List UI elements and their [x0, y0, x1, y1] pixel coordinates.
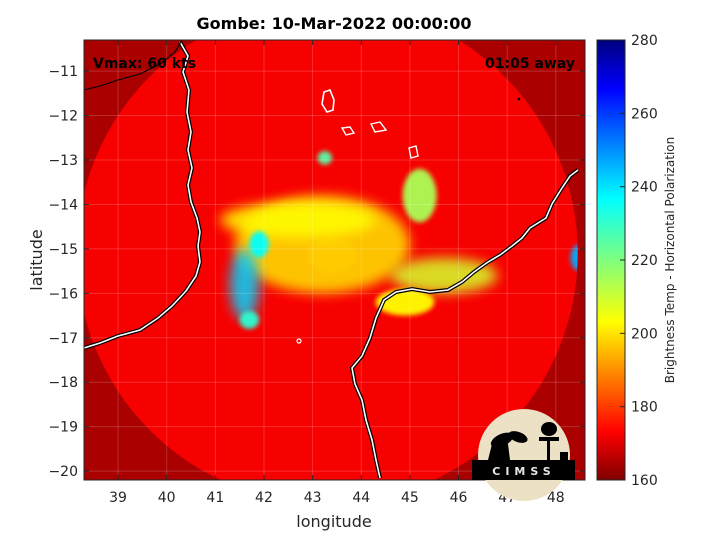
y-tick-label: −18	[48, 375, 78, 391]
coastlines	[84, 40, 580, 479]
cimss-logo: CIMSS	[472, 409, 575, 501]
y-tick-label: −13	[48, 153, 78, 169]
logo-dish-right	[508, 431, 528, 443]
y-axis-ticks: −11 −12 −13 −14 −15 −16 −17 −18 −19 −20	[48, 64, 585, 480]
x-tick-label: 44	[352, 490, 370, 506]
island-moheli	[340, 126, 356, 136]
tb-feature-10	[570, 244, 578, 272]
y-axis-label: latitude	[27, 229, 46, 290]
plot-area: 39 40 41 42 43 44 45 46 47 48 −11−12−13−14−15−16−…	[48, 39, 586, 506]
island-mayotte	[408, 145, 419, 159]
x-axis-label: longitude	[296, 512, 371, 531]
colorbar-label: Brightness Temp - Horizontal Polarizatio…	[663, 137, 677, 384]
y-tick-label: −20	[48, 464, 78, 480]
tb-feature-8	[390, 257, 498, 294]
colorbar-tick-label: 240	[631, 180, 658, 196]
madagascar-coastline	[351, 169, 579, 479]
tb-feature-6	[317, 151, 333, 165]
y-tick-label: −11	[48, 64, 78, 80]
tb-feature-7	[402, 168, 437, 223]
logo-tower-bar	[539, 437, 559, 441]
y-tick-label: −15	[48, 242, 78, 258]
colorbar-tick-label: 160	[631, 473, 658, 489]
x-tick-label: 42	[255, 490, 273, 506]
island-grande-comore	[321, 89, 335, 113]
convective-features	[220, 151, 578, 329]
chart-title: Gombe: 10-Mar-2022 00:00:00	[197, 14, 472, 33]
logo-tower-leg	[547, 440, 550, 460]
colorbar-tick-label: 220	[631, 253, 658, 269]
logo-hut	[560, 452, 568, 460]
logo-text: CIMSS	[492, 465, 555, 478]
colorbar-tick-label: 200	[631, 326, 658, 342]
x-axis-ticks: 39 40 41 42 43 44 45 46 47 48	[109, 40, 565, 506]
colorbar-tick-label: 180	[631, 400, 658, 416]
microwave-swath	[84, 40, 578, 480]
tb-feature-3	[229, 248, 260, 320]
logo-dish-left	[490, 432, 514, 448]
y-tick-label: −14	[48, 197, 78, 213]
island-glorioso	[517, 97, 521, 101]
colorbar-tick-label: 260	[631, 106, 658, 122]
logo-banner	[472, 460, 575, 480]
x-tick-label: 46	[450, 490, 468, 506]
island-europa	[296, 338, 302, 344]
colorbar: 280 260 240 220 200 180 160 Brightness Temp - …	[596, 33, 677, 489]
distance-annotation: 01:05 away	[485, 56, 575, 72]
tb-feature-5	[239, 311, 260, 329]
colorbar-tick-label: 280	[631, 33, 658, 49]
logo-silhouette	[488, 422, 568, 460]
plot-frame	[83, 39, 586, 481]
y-tick-label: −17	[48, 331, 78, 347]
y-tick-label: −19	[48, 420, 78, 436]
x-tick-label: 48	[547, 490, 565, 506]
africa-coastline	[84, 41, 201, 349]
island-anjouan	[369, 121, 388, 133]
x-tick-label: 41	[206, 490, 224, 506]
y-tick-label: −16	[48, 286, 78, 302]
x-tick-label: 40	[158, 490, 176, 506]
tb-feature-4	[249, 231, 269, 258]
logo-tower-tank	[541, 422, 557, 436]
colorbar-ticks: 280 260 240 220 200 180 160	[620, 33, 658, 489]
x-tick-label: 39	[109, 490, 127, 506]
x-tick-label: 43	[304, 490, 322, 506]
x-tick-label: 45	[401, 490, 419, 506]
y-tick-label: −12	[48, 109, 78, 125]
border-line	[84, 40, 183, 91]
vmax-annotation: Vmax: 60 kts	[93, 56, 196, 72]
tb-feature-2	[220, 202, 376, 238]
